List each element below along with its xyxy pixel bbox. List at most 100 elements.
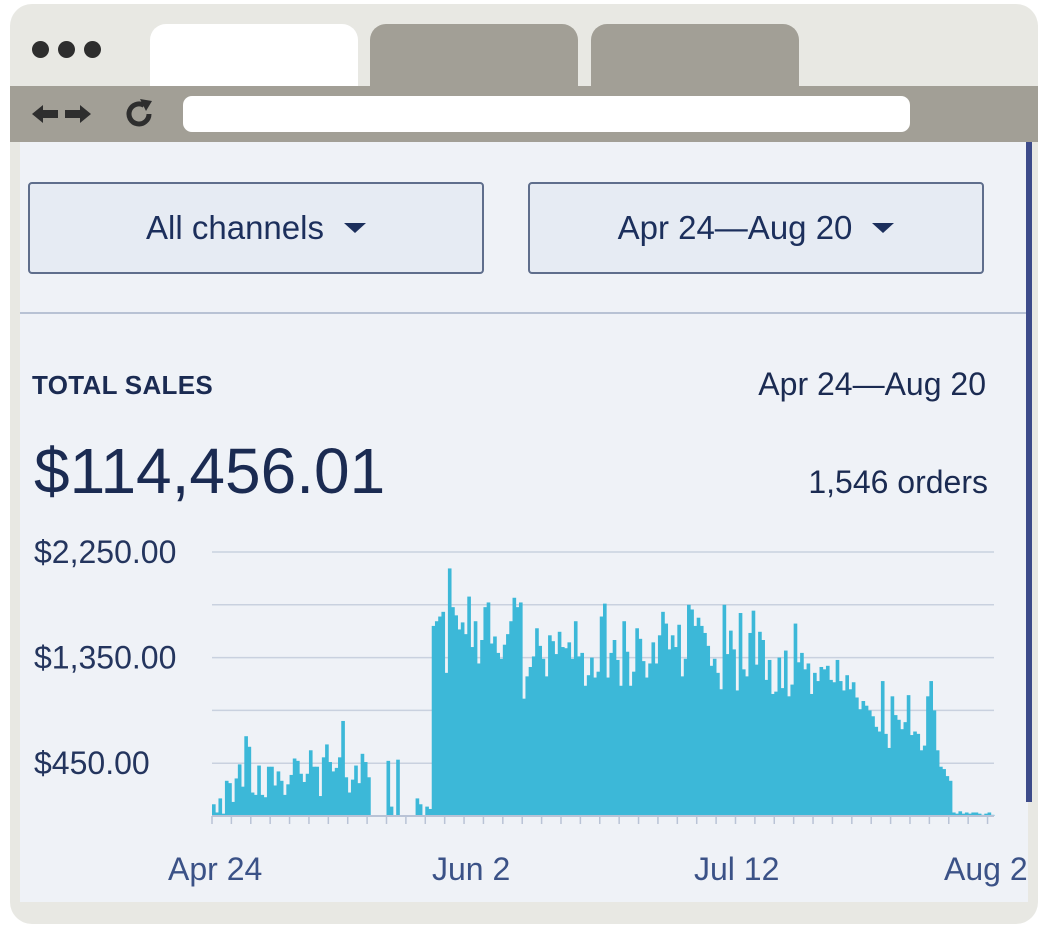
browser-tab-2[interactable] [370, 24, 578, 88]
chart-bar [913, 731, 917, 816]
chart-bar [816, 681, 820, 816]
chart-bar [512, 597, 517, 816]
chart-bar [531, 656, 536, 816]
chart-bar [732, 649, 736, 816]
chart-bar [945, 776, 950, 816]
chart-bar [548, 635, 552, 816]
chart-bar [661, 611, 665, 816]
chart-bar [577, 656, 581, 816]
date-range-dropdown[interactable]: Apr 24—Aug 20 [528, 182, 984, 274]
chart-bar [444, 672, 449, 816]
channel-dropdown-label: All channels [146, 209, 324, 246]
chart-bar [244, 736, 248, 816]
chart-bar [729, 630, 733, 816]
chart-bar [292, 758, 297, 816]
chart-bar [880, 681, 885, 816]
chart-bar [877, 731, 882, 816]
chart-bar [693, 625, 698, 816]
chart-bar [525, 676, 530, 816]
chart-bar [470, 647, 475, 816]
chart-bar [796, 662, 801, 816]
chart-bar [247, 746, 252, 816]
chart-bar [250, 792, 255, 816]
chart-bar [845, 675, 849, 816]
chart-bar [761, 640, 765, 816]
chart-bar [457, 629, 462, 816]
window-dot-3[interactable] [84, 41, 101, 58]
chart-bar [829, 679, 833, 816]
chart-bar [977, 813, 982, 816]
chart-bar [483, 607, 488, 816]
window-dot-1[interactable] [32, 41, 49, 58]
chart-bar [825, 665, 830, 816]
chart-bar [628, 685, 633, 816]
chart-bar [919, 750, 924, 816]
page-viewport: All channels Apr 24—Aug 20 TOTAL SALES A… [20, 142, 1028, 902]
browser-tab-3[interactable] [591, 24, 799, 88]
chart-bar [518, 602, 523, 816]
chart-bar [929, 681, 934, 816]
browser-tab-active[interactable] [150, 24, 358, 88]
chart-bar [809, 693, 814, 816]
chart-bar [771, 693, 775, 816]
forward-arrow-icon[interactable] [65, 86, 91, 142]
chart-bar [237, 764, 242, 816]
chart-bar [347, 792, 352, 816]
chart-bar [328, 762, 332, 816]
chart-bar [764, 679, 769, 816]
chart-bar [748, 632, 753, 816]
chart-bar [842, 690, 846, 816]
chart-bar [551, 641, 555, 816]
chart-bar [615, 659, 620, 816]
chart-bar [438, 616, 442, 816]
chart-bar [434, 621, 439, 816]
summary-date-range: Apr 24—Aug 20 [758, 366, 986, 402]
reload-icon[interactable] [122, 86, 156, 142]
chart-bar [780, 688, 785, 816]
channel-dropdown[interactable]: All channels [28, 182, 484, 274]
chart-bar [560, 647, 565, 816]
chart-bar [612, 640, 617, 816]
chart-bar [964, 812, 969, 816]
chart-bar [696, 617, 701, 816]
x-tick-label: Apr 24 [168, 851, 262, 887]
chart-bar [396, 759, 400, 816]
chart-bar [654, 663, 659, 816]
chart-bar [645, 677, 649, 816]
chart-bar [480, 640, 484, 816]
chart-bar [354, 765, 358, 816]
chart-bar [722, 604, 727, 816]
chart-bar [974, 812, 979, 816]
chart-bar [803, 669, 807, 816]
chart-bar [916, 733, 921, 816]
chart-bar [557, 631, 562, 816]
y-tick-label: $450.00 [34, 745, 150, 781]
chart-bar [777, 657, 782, 816]
chart-bar [367, 777, 371, 816]
chart-bar [286, 784, 290, 816]
chart-bar [893, 715, 898, 816]
chart-bar [283, 794, 287, 816]
back-arrow-icon[interactable] [32, 86, 58, 142]
section-divider [20, 312, 1028, 314]
chart-bar [415, 798, 420, 816]
chart-bar [473, 621, 478, 816]
chart-bar [357, 783, 362, 816]
chart-bar [800, 652, 804, 816]
chart-bar [260, 794, 265, 816]
chart-bar [241, 786, 245, 816]
chart-bar [664, 623, 669, 816]
chart-bar [754, 664, 759, 816]
chart-bar [848, 689, 853, 816]
chart-bar [299, 773, 303, 816]
window-dot-2[interactable] [58, 41, 75, 58]
chart-bar [703, 632, 707, 816]
chart-bar [218, 798, 223, 816]
chart-bar [783, 650, 788, 816]
chart-bar [266, 766, 271, 816]
chart-bar [234, 778, 239, 816]
chart-bar [228, 783, 232, 816]
chart-bar [871, 716, 875, 816]
page-edge-strip [1026, 142, 1032, 802]
address-bar[interactable] [183, 96, 910, 132]
